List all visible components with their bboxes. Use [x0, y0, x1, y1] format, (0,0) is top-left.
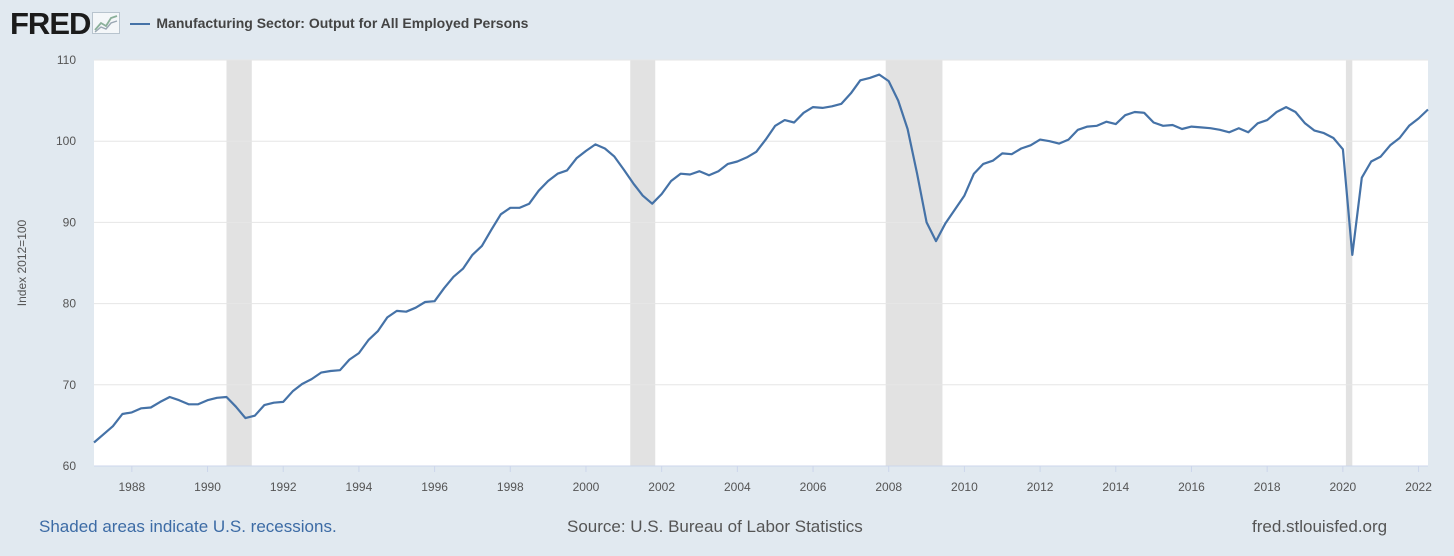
x-tick-label: 2000	[573, 480, 600, 494]
recession-band	[226, 60, 252, 466]
graph-header: FRED Manufacturing Sector: Output for Al…	[10, 6, 528, 40]
recession-note[interactable]: Shaded areas indicate U.S. recessions.	[39, 517, 337, 536]
y-axis-ticks: 60 70 80 90 100 110	[56, 53, 76, 473]
y-axis-label: Index 2012=100	[15, 219, 29, 306]
trend-chart-icon	[92, 11, 121, 39]
legend-label: Manufacturing Sector: Output for All Emp…	[156, 15, 529, 31]
y-tick-label: 70	[63, 378, 77, 392]
y-tick-label: 80	[63, 297, 77, 311]
y-tick-label: 60	[63, 459, 77, 473]
x-tick-label: 2008	[875, 480, 902, 494]
x-axis-ticks: 1988 1990 1992 1994 1996 1998 2000 2002 2004 2006…	[94, 465, 1432, 494]
legend-swatch	[130, 23, 151, 25]
x-tick-label: 1990	[194, 480, 221, 494]
x-tick-label: 1994	[346, 480, 373, 494]
y-tick-label: 90	[63, 215, 77, 229]
recession-band	[630, 60, 656, 466]
x-tick-label: 2022	[1405, 480, 1432, 494]
x-tick-label: 2006	[800, 480, 827, 494]
chart-legend[interactable]: Manufacturing Sector: Output for All Emp…	[130, 15, 528, 31]
source-note: Source: U.S. Bureau of Labor Statistics	[567, 517, 863, 536]
x-tick-label: 1992	[270, 480, 297, 494]
x-tick-label: 2014	[1102, 480, 1129, 494]
x-tick-label: 2002	[648, 480, 675, 494]
x-tick-label: 2004	[724, 480, 751, 494]
x-tick-label: 1996	[421, 480, 448, 494]
x-tick-label: 1988	[118, 480, 145, 494]
site-credit[interactable]: fred.stlouisfed.org	[1252, 517, 1388, 536]
recession-band	[885, 60, 943, 466]
recession-band	[1345, 60, 1353, 466]
y-tick-label: 100	[56, 134, 76, 148]
plot-area	[94, 60, 1428, 466]
x-tick-label: 2016	[1178, 480, 1205, 494]
y-tick-label: 110	[57, 53, 76, 67]
x-tick-label: 2020	[1329, 480, 1356, 494]
x-tick-label: 2012	[1027, 480, 1054, 494]
fred-logo: FRED	[10, 5, 91, 41]
recession-shading	[226, 60, 1353, 466]
series-line[interactable]	[93, 73, 1429, 444]
x-tick-label: 1998	[497, 480, 524, 494]
x-tick-label: 2018	[1254, 480, 1281, 494]
x-tick-label: 2010	[951, 480, 978, 494]
